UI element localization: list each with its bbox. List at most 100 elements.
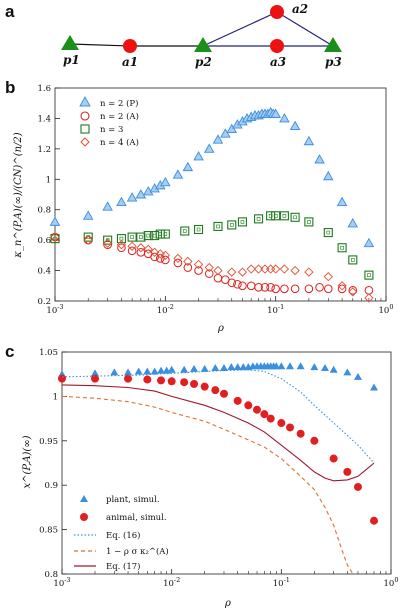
line-c-3	[61, 395, 354, 575]
point-c-plant-30	[310, 363, 319, 371]
plot-b-ytick-label-3: 0.8	[37, 206, 51, 216]
point-c-plant-16	[233, 363, 242, 371]
point-b-s2-12	[213, 221, 223, 231]
plot-c-ytick-label-4: 1	[53, 392, 58, 402]
point-c-animal-13	[253, 405, 262, 414]
point-c-plant-6	[150, 367, 159, 375]
point-c-animal-17	[286, 423, 295, 432]
point-b-s2-6	[143, 231, 153, 241]
point-c-plant-27	[277, 362, 286, 370]
plot-b-frame	[54, 87, 387, 302]
point-b-s1-2	[103, 240, 112, 250]
point-b-s1-23	[271, 284, 280, 294]
node-label-p2: p2	[195, 55, 212, 69]
point-b-s0-32	[314, 154, 325, 164]
point-b-s0-12	[193, 151, 204, 161]
point-b-s2-8	[155, 229, 165, 239]
plot-b-ytick-label-1: 0.4	[37, 267, 51, 277]
point-b-s2-21	[323, 227, 333, 238]
point-c-plant-33	[343, 368, 352, 376]
point-b-s2-17-inner	[273, 214, 278, 218]
edge-a2-p3	[276, 11, 334, 47]
plot-c-legend: plant, simul. animal, simul. Eq. (16) 1 …	[74, 495, 169, 572]
point-b-s1-3	[117, 243, 126, 253]
plant-node-p1	[61, 35, 79, 50]
plot-c-ylabel: x^(P,A)(∞)	[22, 435, 33, 488]
point-b-s2-5	[136, 232, 146, 242]
point-c-animal-9	[211, 386, 220, 395]
point-b-s2-24-inner	[367, 273, 371, 277]
point-c-plant-4	[134, 367, 143, 375]
point-b-s1-9	[161, 255, 170, 265]
point-c-plant-15	[227, 363, 236, 371]
point-b-s2-4-inner	[130, 235, 134, 239]
point-b-s1-22	[266, 283, 275, 292]
point-b-s0-36	[363, 237, 375, 248]
point-c-animal-20	[329, 454, 338, 463]
point-b-s2-17	[271, 211, 281, 221]
point-b-s2-11-inner	[196, 227, 201, 232]
point-b-s3-21	[271, 264, 281, 274]
point-c-plant-5	[143, 367, 152, 375]
point-b-s2-13-inner	[229, 223, 234, 227]
panel-b: b 10-3 10-2 10-1 1000.20.40.60.811.21.41.6 …	[5, 78, 393, 334]
point-b-s3-1	[83, 235, 93, 245]
animal-node-a1	[123, 39, 137, 53]
plot-c-xlabel: ρ	[224, 598, 231, 609]
point-b-s3-20	[265, 264, 276, 274]
point-b-s3-27	[348, 287, 358, 297]
point-c-animal-19	[310, 436, 319, 445]
point-b-s2-0	[50, 234, 60, 244]
animal-node-a2	[270, 5, 284, 19]
point-b-s2-9-inner	[163, 232, 168, 236]
point-b-s2-19	[290, 212, 300, 222]
point-b-s3-24	[304, 267, 314, 277]
point-b-s1-24	[280, 284, 289, 294]
point-c-plant-12	[200, 364, 209, 372]
point-b-s2-20	[304, 217, 314, 227]
plot-b-xtick-label-2: 10-1	[267, 303, 284, 316]
plot-c-xtick-label-2: 10-1	[273, 576, 290, 589]
point-b-s1-1	[83, 235, 93, 245]
plot-c-ytick-label-3: 0.95	[39, 437, 58, 447]
plot-c-xtick-label-1: 10-2	[163, 576, 180, 589]
point-b-s2-15	[254, 214, 264, 224]
plot-c-ytick-label-5: 1.05	[39, 348, 58, 358]
point-b-s1-30	[348, 286, 358, 295]
point-b-s3-14	[213, 265, 223, 276]
point-c-plant-3	[124, 368, 133, 376]
plot-b-ytick-label-5: 1.2	[37, 145, 51, 155]
point-c-animal-16	[277, 419, 286, 428]
point-c-plant-13	[211, 363, 220, 371]
point-b-s3-12	[193, 259, 204, 270]
point-b-s3-26	[337, 281, 347, 291]
legend-b-marker-1	[80, 111, 90, 121]
panel-b-letter: b	[5, 78, 15, 97]
point-b-s1-21	[260, 283, 270, 292]
animal-node-a3	[270, 39, 284, 53]
point-b-s3-23	[290, 265, 300, 276]
legend-b-marker-3	[80, 137, 90, 147]
point-b-s2-6-inner	[146, 233, 151, 238]
point-b-s2-20-inner	[307, 220, 311, 224]
line-c-2	[61, 369, 375, 464]
node-label-a2: a2	[292, 2, 308, 16]
point-b-s2-21-inner	[326, 230, 331, 235]
plot-b-legend: n = 2 (P) n = 2 (A) n = 3 n = 4 (A)	[79, 96, 139, 148]
point-c-animal-4	[157, 376, 166, 385]
point-c-animal-2	[124, 374, 133, 383]
point-b-s1-11	[183, 263, 193, 272]
plot-b-ytick-label-2: 0.6	[37, 236, 51, 246]
point-b-s0-9	[160, 176, 171, 187]
point-b-s2-0-inner	[53, 236, 57, 241]
point-b-s2-18	[279, 211, 289, 221]
plot-c-xtick-label-3: 100	[384, 576, 399, 589]
point-b-s1-18	[238, 281, 247, 291]
point-b-s3-0	[50, 232, 60, 242]
point-b-s2-23-inner	[350, 258, 355, 262]
point-b-s2-16	[266, 211, 276, 221]
point-b-s2-14-inner	[240, 220, 245, 224]
